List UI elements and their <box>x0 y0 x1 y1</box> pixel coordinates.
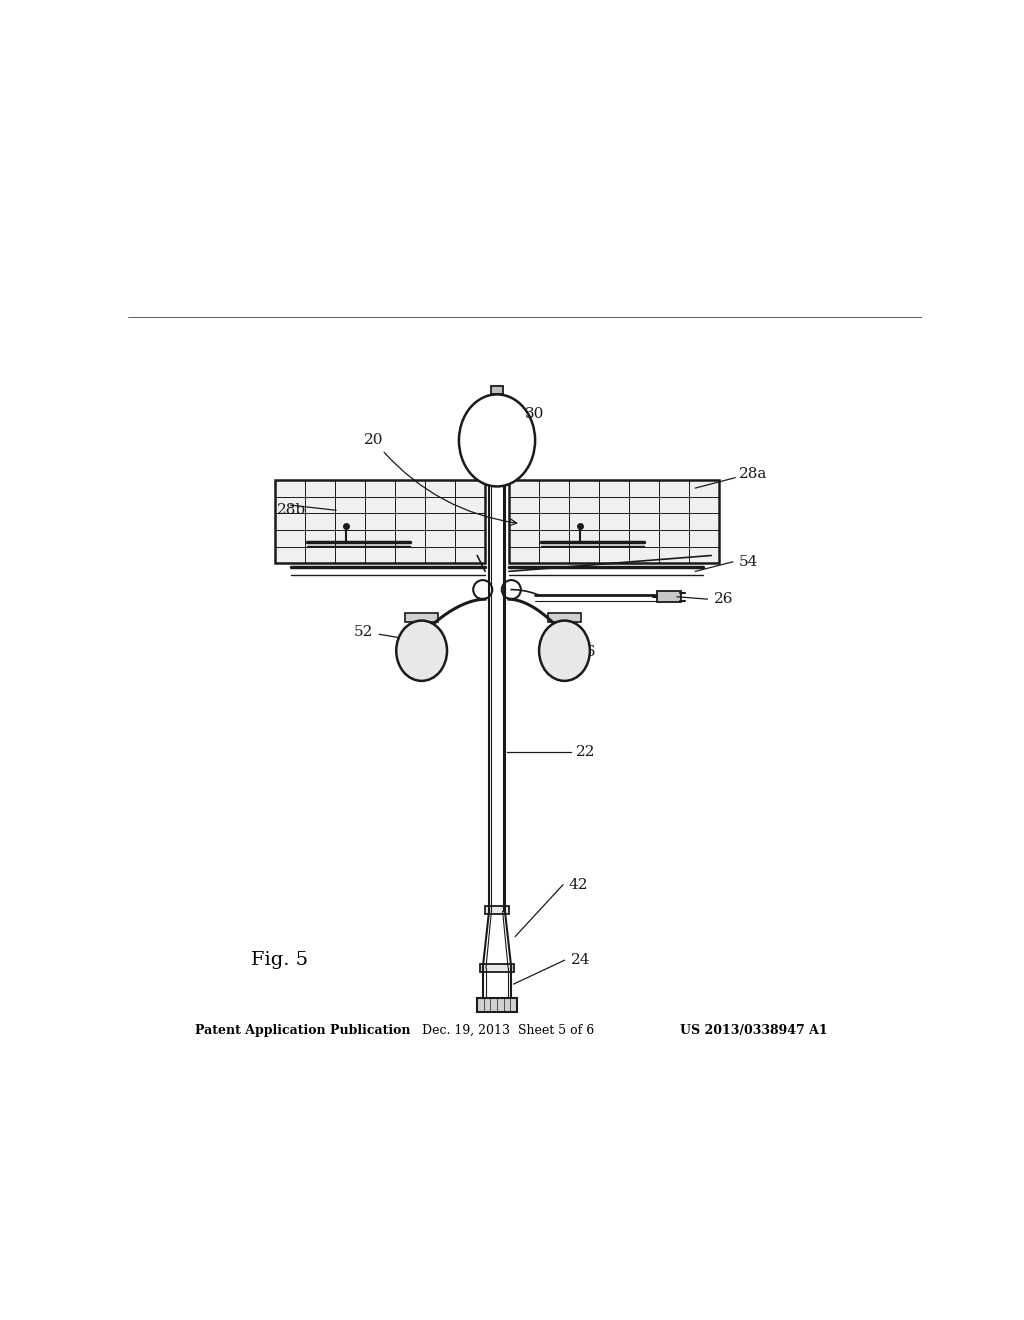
Text: Dec. 19, 2013  Sheet 5 of 6: Dec. 19, 2013 Sheet 5 of 6 <box>422 1023 594 1036</box>
Text: 30: 30 <box>524 408 544 421</box>
Bar <box>479 964 514 972</box>
Text: 54: 54 <box>739 554 759 569</box>
Text: Patent Application Publication: Patent Application Publication <box>196 1023 411 1036</box>
Ellipse shape <box>459 395 536 487</box>
Bar <box>406 612 438 622</box>
Text: Fig. 5: Fig. 5 <box>251 952 308 969</box>
Text: 20: 20 <box>365 433 517 525</box>
Bar <box>485 907 509 915</box>
Bar <box>548 612 581 622</box>
Text: 24: 24 <box>570 953 590 968</box>
Text: 46: 46 <box>577 645 596 659</box>
Bar <box>657 591 681 602</box>
Bar <box>274 480 485 564</box>
Text: 22: 22 <box>577 744 596 759</box>
Bar <box>509 480 719 564</box>
Text: 28b: 28b <box>278 503 306 517</box>
Text: 26: 26 <box>714 593 733 606</box>
Text: 28a: 28a <box>739 467 767 480</box>
Ellipse shape <box>396 620 447 681</box>
Text: 52: 52 <box>354 624 425 644</box>
Bar <box>492 387 503 395</box>
Bar <box>488 417 506 465</box>
Text: US 2013/0338947 A1: US 2013/0338947 A1 <box>680 1023 827 1036</box>
Ellipse shape <box>539 620 590 681</box>
Text: 42: 42 <box>568 878 588 892</box>
Bar <box>477 998 517 1012</box>
